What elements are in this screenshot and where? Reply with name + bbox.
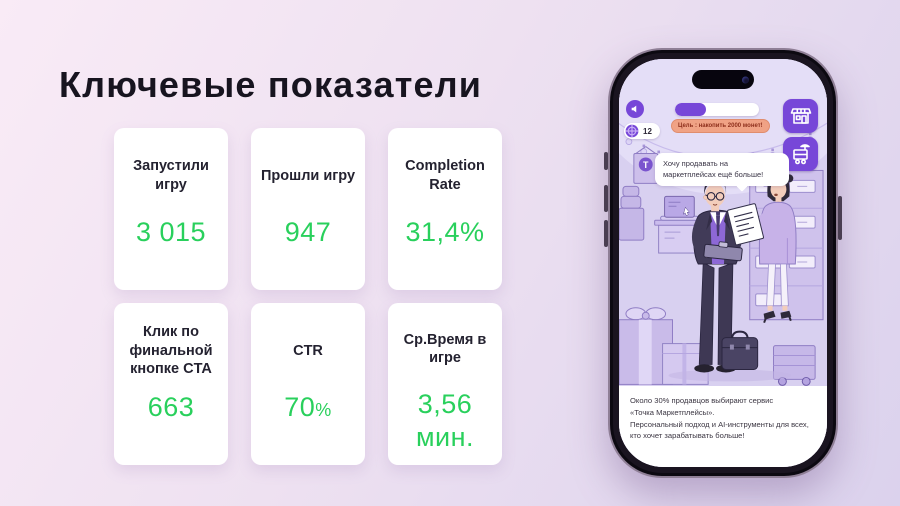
speech-bubble: Хочу продавать на маркетплейсах ещё боль… xyxy=(655,153,789,186)
dynamic-island xyxy=(692,70,754,89)
coin-icon xyxy=(625,124,639,138)
shop-button[interactable] xyxy=(783,99,818,133)
metric-label: Completion Rate xyxy=(405,158,485,193)
metric-value: 3,56 мин. xyxy=(396,388,494,456)
metric-card-avg-time: Ср.Время в игре 3,56 мин. xyxy=(388,303,502,465)
footer-line: Около 30% продавцов выбирают сервис xyxy=(630,396,774,405)
goal-progress-bar xyxy=(675,103,759,116)
metric-number: 947 xyxy=(284,217,332,247)
metric-suffix: % xyxy=(315,400,332,420)
volume-down-button[interactable] xyxy=(604,220,608,247)
coin-counter: 12 xyxy=(624,123,660,139)
metric-label: CTR xyxy=(293,342,323,359)
metrics-grid: Запустили игру 3 015 Прошли игру 947 Com… xyxy=(114,128,502,465)
metric-number: 3 015 xyxy=(135,217,207,247)
shop-icon xyxy=(790,108,811,124)
metric-label: Запустили игру xyxy=(133,158,209,193)
metric-card-cta-clicks: Клик по финальной кнопке CTA 663 xyxy=(114,303,228,465)
metric-number: 70 xyxy=(284,392,316,422)
display-stand xyxy=(619,185,645,241)
clipboard xyxy=(703,241,743,262)
phone-screen: T xyxy=(619,59,827,467)
phone-mockup: T xyxy=(604,48,842,478)
progress-fill xyxy=(675,103,707,116)
metric-number: 31,4% xyxy=(405,217,485,247)
camera-dot xyxy=(742,76,749,83)
metric-value: 663 xyxy=(148,391,195,425)
metric-label: Ср.Время в игре xyxy=(403,331,487,367)
metric-card-game-completions: Прошли игру 947 xyxy=(251,128,365,290)
speaker-icon xyxy=(631,105,637,113)
metric-value: 70% xyxy=(284,391,332,425)
t-logo-letter: T xyxy=(643,160,649,170)
metric-label: Клик по финальной кнопке CTA xyxy=(129,324,213,378)
wheeled-crate xyxy=(773,345,816,386)
metric-card-game-starts: Запустили игру 3 015 xyxy=(114,128,228,290)
mute-switch[interactable] xyxy=(604,152,608,170)
document xyxy=(727,203,764,246)
stall-icon xyxy=(792,144,810,165)
footer-line: Персональный подход и AI-инструменты для… xyxy=(630,419,809,429)
page-title: Ключевые показатели xyxy=(59,64,483,105)
metric-value: 947 xyxy=(285,216,332,250)
briefcase xyxy=(721,330,759,370)
footer-line: «Точка Маркетплейсы». xyxy=(630,407,715,417)
sound-button[interactable] xyxy=(626,100,644,118)
speech-text: Хочу продавать на маркетплейсах ещё боль… xyxy=(663,159,764,180)
metric-label: Прошли игру xyxy=(260,167,356,184)
metric-card-ctr: CTR 70% xyxy=(251,303,365,465)
wall-banner: T xyxy=(633,146,659,184)
metric-value: 31,4% xyxy=(405,216,484,250)
floor-shadow xyxy=(668,369,792,382)
metric-number: 663 xyxy=(147,392,195,422)
metric-card-completion-rate: Completion Rate 31,4% xyxy=(388,128,502,290)
metric-value: 3 015 xyxy=(136,216,206,250)
footer-line: кто хочет зарабатывать больше! xyxy=(630,431,745,441)
t-logo xyxy=(638,157,653,172)
metric-number: 3,56 мин. xyxy=(415,388,475,453)
power-button[interactable] xyxy=(838,196,842,240)
game-footer-panel: Около 30% продавцов выбирают сервис «Точ… xyxy=(619,386,827,467)
goal-pill: Цель : накопить 2000 монет! xyxy=(671,119,770,133)
volume-up-button[interactable] xyxy=(604,185,608,212)
coin-count: 12 xyxy=(643,126,652,136)
